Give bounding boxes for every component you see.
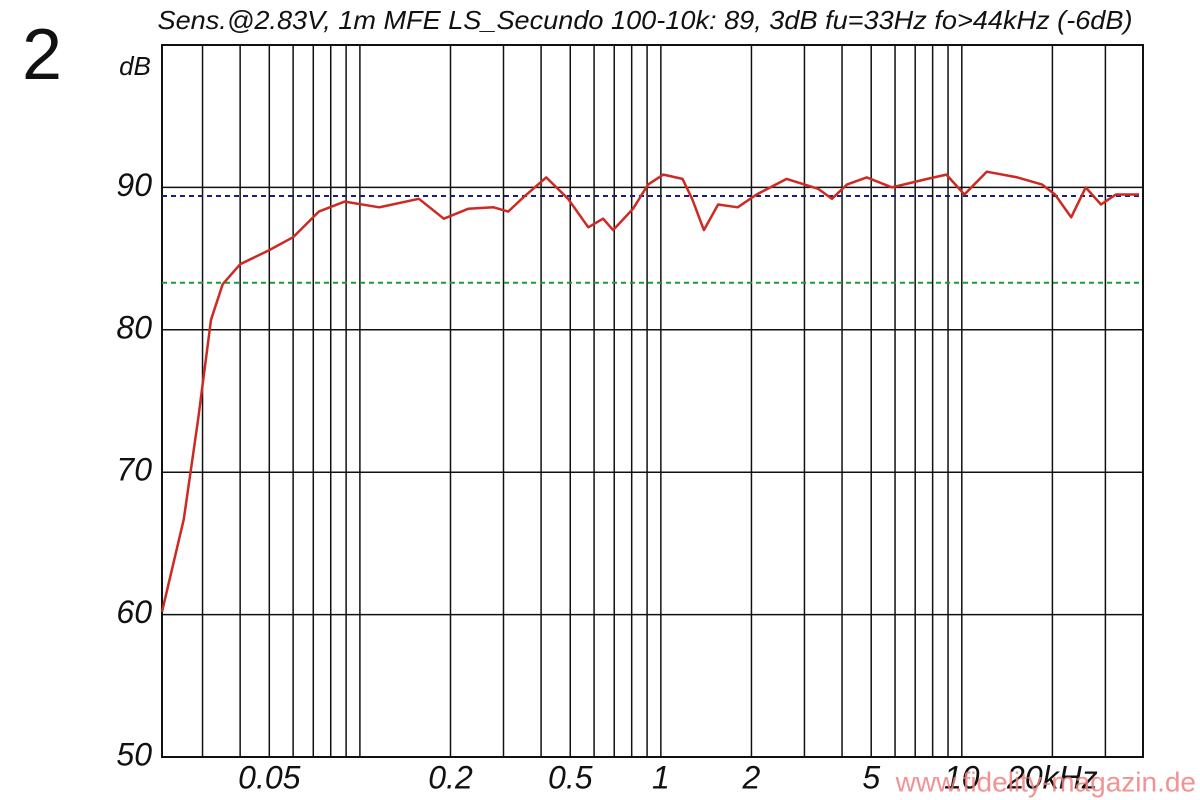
data-line (160, 170, 1139, 613)
panel-label: 2 (22, 15, 62, 95)
y-axis-label: dB (119, 51, 151, 81)
x-tick-label: 2 (742, 759, 761, 795)
x-tick-label: 0.5 (548, 759, 593, 795)
x-tick-label: 5 (862, 759, 880, 795)
x-tick-label: 10 (944, 759, 980, 795)
plot-border (161, 44, 1144, 758)
y-tick-label: 90 (116, 167, 152, 203)
x-tick-label: 1 (652, 759, 670, 795)
x-tick-label: 0.05 (238, 759, 300, 795)
x-tick-label: 20kHz (1006, 759, 1098, 795)
x-tick-label: 0.2 (428, 759, 473, 795)
y-tick-label: 60 (116, 594, 152, 630)
watermark: www.fidelity-magazin.de (895, 766, 1196, 797)
y-tick-label: 80 (116, 309, 152, 345)
y-tick-label: 50 (116, 736, 152, 772)
y-tick-label: 70 (116, 452, 152, 488)
chart-title: Sens.@2.83V, 1m MFE LS_Secundo 100-10k: … (158, 5, 1133, 35)
